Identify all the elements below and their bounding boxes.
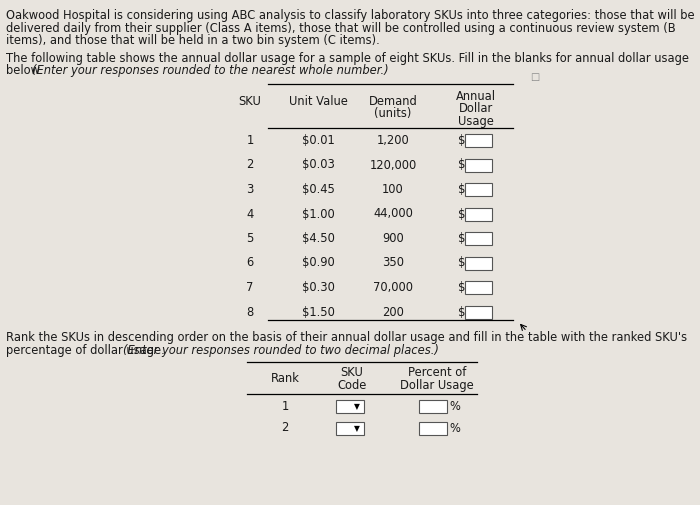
Text: Dollar Usage: Dollar Usage xyxy=(400,378,474,391)
Bar xyxy=(465,257,492,270)
Text: 1: 1 xyxy=(281,399,288,412)
Text: 200: 200 xyxy=(382,305,404,318)
Text: Code: Code xyxy=(337,378,367,391)
Text: $1.00: $1.00 xyxy=(302,207,335,220)
Text: percentage of dollar usage.: percentage of dollar usage. xyxy=(6,343,169,357)
Text: 2: 2 xyxy=(246,158,253,171)
Bar xyxy=(465,135,492,147)
Text: Rank the SKUs in descending order on the basis of their annual dollar usage and : Rank the SKUs in descending order on the… xyxy=(6,331,687,344)
Text: $: $ xyxy=(458,305,466,318)
Text: 7: 7 xyxy=(246,280,253,293)
Text: 6: 6 xyxy=(246,256,253,269)
Text: $4.50: $4.50 xyxy=(302,231,335,244)
Bar xyxy=(419,400,447,413)
Text: 1: 1 xyxy=(246,134,253,147)
Text: $1.50: $1.50 xyxy=(302,305,335,318)
Text: 2: 2 xyxy=(281,421,288,434)
Text: %: % xyxy=(449,422,460,435)
Text: $0.01: $0.01 xyxy=(302,134,335,147)
Text: 900: 900 xyxy=(382,231,404,244)
Text: SKU: SKU xyxy=(341,366,363,379)
Text: $: $ xyxy=(458,256,466,269)
Text: $0.90: $0.90 xyxy=(302,256,335,269)
Text: $: $ xyxy=(458,207,466,220)
Text: Dollar: Dollar xyxy=(459,102,493,115)
Text: The following table shows the annual dollar usage for a sample of eight SKUs. Fi: The following table shows the annual dol… xyxy=(6,52,689,64)
Text: (Enter your responses rounded to the nearest whole number.): (Enter your responses rounded to the nea… xyxy=(32,64,388,77)
Text: items), and those that will be held in a two bin system (C items).: items), and those that will be held in a… xyxy=(6,34,379,47)
Text: $0.03: $0.03 xyxy=(302,158,335,171)
Text: □: □ xyxy=(530,71,539,81)
Text: 8: 8 xyxy=(246,305,253,318)
Text: %: % xyxy=(449,400,460,413)
Bar xyxy=(465,232,492,245)
Text: Rank: Rank xyxy=(271,371,300,384)
Text: $: $ xyxy=(458,134,466,147)
Text: delivered daily from their supplier (Class A items), those that will be controll: delivered daily from their supplier (Cla… xyxy=(6,21,675,34)
Text: 4: 4 xyxy=(246,207,253,220)
Bar xyxy=(336,422,364,435)
Text: SKU: SKU xyxy=(239,95,261,108)
Text: $0.45: $0.45 xyxy=(302,183,335,195)
Text: below.: below. xyxy=(6,64,46,77)
Text: $: $ xyxy=(458,231,466,244)
Text: 100: 100 xyxy=(382,183,404,195)
Bar xyxy=(465,159,492,172)
Bar xyxy=(465,306,492,319)
Text: Usage: Usage xyxy=(458,114,494,127)
Text: (units): (units) xyxy=(374,107,412,120)
Text: $: $ xyxy=(458,280,466,293)
Bar xyxy=(336,400,364,413)
Bar xyxy=(465,184,492,196)
Text: Demand: Demand xyxy=(369,94,417,107)
Text: Oakwood Hospital is considering using ABC analysis to classify laboratory SKUs i: Oakwood Hospital is considering using AB… xyxy=(6,9,694,22)
Text: ▼: ▼ xyxy=(354,401,360,411)
Text: Percent of: Percent of xyxy=(408,366,466,379)
Text: $: $ xyxy=(458,158,466,171)
Bar xyxy=(465,281,492,294)
Text: ▼: ▼ xyxy=(354,424,360,433)
Text: 1,200: 1,200 xyxy=(377,134,410,147)
Bar xyxy=(465,208,492,221)
Text: 5: 5 xyxy=(246,231,253,244)
Text: Unit Value: Unit Value xyxy=(288,95,347,108)
Text: Annual: Annual xyxy=(456,89,496,103)
Text: $0.30: $0.30 xyxy=(302,280,335,293)
Text: 44,000: 44,000 xyxy=(373,207,413,220)
Text: (Enter your responses rounded to two decimal places.): (Enter your responses rounded to two dec… xyxy=(123,343,439,357)
Text: 3: 3 xyxy=(246,183,253,195)
Text: 120,000: 120,000 xyxy=(370,158,416,171)
Bar xyxy=(419,422,447,435)
Text: 70,000: 70,000 xyxy=(373,280,413,293)
Text: $: $ xyxy=(458,183,466,195)
Text: 350: 350 xyxy=(382,256,404,269)
